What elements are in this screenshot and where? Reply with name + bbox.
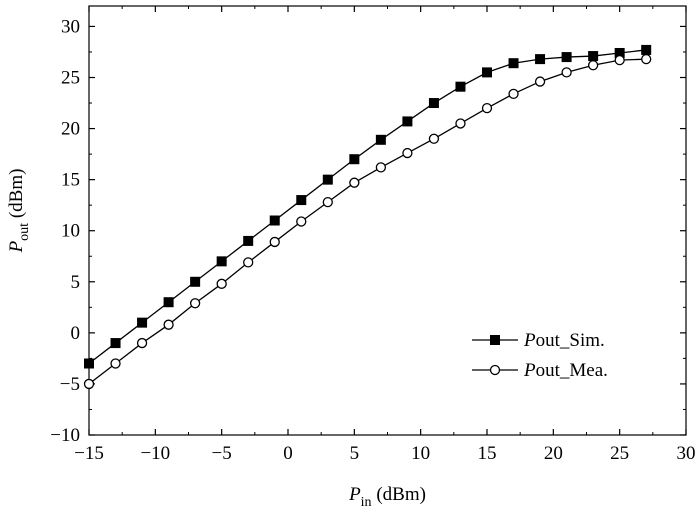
data-point (455, 81, 466, 92)
legend-label-italic: P (523, 330, 536, 351)
series-line (88, 49, 647, 365)
data-point (535, 54, 546, 65)
data-point (455, 118, 466, 129)
data-point (534, 76, 546, 87)
data-point (296, 216, 307, 227)
data-point (402, 116, 413, 127)
x-axis-label-sub: in (361, 495, 372, 510)
x-tick-label: −10 (140, 443, 170, 464)
data-point (561, 52, 572, 63)
legend-label-rest: out_Mea. (536, 360, 608, 381)
x-tick-label: 15 (478, 443, 497, 464)
x-tick-label: 5 (350, 443, 360, 464)
x-tick-label: −5 (212, 443, 232, 464)
data-point (349, 177, 360, 188)
y-axis-label: Pout (dBm) (6, 169, 32, 254)
x-axis-label-main: P (348, 484, 361, 505)
data-point (296, 195, 307, 206)
x-axis-label-unit: (dBm) (372, 484, 426, 505)
data-point (243, 235, 254, 246)
y-tick-label: 10 (61, 221, 80, 242)
series-layer (83, 44, 652, 390)
x-tick-label: 10 (411, 443, 430, 464)
x-tick-label: 20 (544, 443, 563, 464)
data-point (428, 98, 439, 109)
series-line (88, 58, 647, 385)
data-point (482, 67, 492, 78)
data-point (588, 51, 599, 62)
data-point (269, 215, 280, 226)
y-tick-label: −10 (50, 425, 80, 446)
data-point (163, 297, 174, 308)
legend-entry: Pout_Mea. (472, 360, 608, 381)
data-point (508, 58, 519, 69)
data-point (243, 257, 254, 268)
data-point (561, 67, 572, 78)
x-tick-label: 0 (283, 443, 293, 464)
x-tick-label: 30 (677, 443, 696, 464)
y-axis-label-unit: (dBm) (6, 169, 27, 223)
data-point (641, 44, 652, 55)
x-axis-label: Pin (dBm) (348, 484, 426, 510)
data-point (322, 196, 333, 208)
y-tick-label: 30 (61, 16, 80, 37)
y-tick-label: 5 (71, 272, 81, 293)
series-2 (83, 53, 652, 390)
data-point (216, 278, 227, 289)
data-point (110, 358, 121, 369)
legend-marker (489, 364, 501, 376)
data-point (163, 319, 174, 330)
legend-entry: Pout_Sim. (472, 330, 605, 351)
data-point (375, 162, 387, 173)
series-1 (84, 44, 652, 369)
legend-label-italic: P (523, 360, 536, 381)
data-point (349, 154, 360, 165)
data-point (216, 256, 227, 267)
data-point (508, 88, 519, 99)
y-axis-label-main: P (6, 240, 27, 253)
y-tick-label: 15 (61, 170, 80, 191)
data-point (136, 337, 148, 349)
y-tick-label: 0 (71, 323, 81, 344)
data-point (83, 378, 95, 390)
legend-label: Pout_Mea. (523, 360, 608, 381)
legend: Pout_Sim.Pout_Mea. (472, 330, 608, 381)
data-point (269, 236, 280, 248)
x-tick-label: −15 (74, 443, 104, 464)
legend-label-rest: out_Sim. (536, 330, 605, 351)
y-tick-label: −5 (60, 374, 80, 395)
data-point (481, 102, 493, 114)
legend-marker (490, 335, 500, 345)
data-point (84, 358, 94, 369)
data-point (402, 147, 413, 159)
data-point (375, 134, 386, 145)
data-point (137, 317, 148, 328)
x-tick-label: 25 (610, 443, 629, 464)
data-point (190, 276, 201, 287)
legend-label: Pout_Sim. (523, 330, 605, 351)
data-point (587, 60, 599, 71)
y-tick-label: 20 (61, 119, 80, 140)
y-axis-label-sub: out (17, 223, 32, 241)
data-point (322, 174, 333, 185)
data-point (614, 47, 625, 58)
data-point (189, 298, 201, 309)
data-point (641, 53, 652, 65)
data-point (614, 54, 625, 66)
y-tick-label: 25 (61, 68, 80, 89)
data-point (110, 338, 121, 349)
data-point (428, 133, 440, 144)
